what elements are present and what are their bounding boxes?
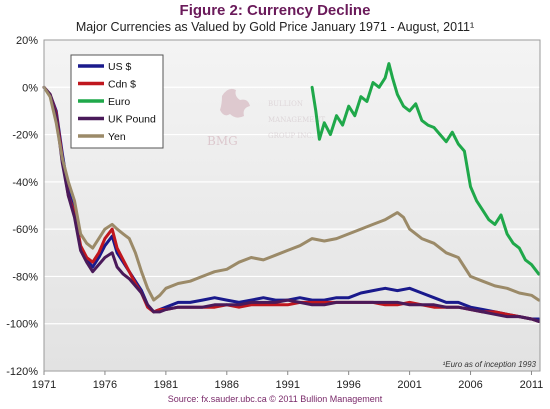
watermark-name-2: MANAGEMENT: [268, 116, 326, 124]
legend: US $ Cdn $ Euro UK Pound Yen: [70, 54, 164, 149]
watermark-name-1: BULLION: [268, 100, 303, 108]
plot-border: [43, 39, 541, 372]
x-tick-label: 2006: [458, 379, 482, 391]
chart-source: Source: fx.sauder.ubc.ca © 2011 Bullion …: [167, 394, 383, 404]
series-lines: [42, 62, 541, 323]
y-tick-label: 20%: [16, 35, 38, 47]
x-tick-label: 1976: [93, 379, 117, 391]
chart-subtitle: Major Currencies as Valued by Gold Price…: [75, 20, 475, 34]
series-line-yen: [42, 85, 541, 302]
x-tick-label: 1991: [275, 379, 299, 391]
x-tick-label: 1986: [215, 379, 239, 391]
x-tick-label: 2011: [520, 379, 544, 391]
chart-title: Figure 2: Currency Decline: [179, 2, 371, 19]
series-line-uk-pound: [42, 85, 541, 323]
y-tick-label: -80%: [12, 271, 38, 283]
y-tick-label: -40%: [12, 177, 38, 189]
legend-label: UK Pound: [108, 114, 156, 126]
legend-label: Cdn $: [108, 79, 136, 91]
y-axis-ticks: 20% 0% -20% -40% -60% -80% -100% -120%: [6, 35, 38, 378]
legend-label: US $: [108, 61, 132, 73]
legend-label: Yen: [108, 131, 126, 143]
legend-box: [70, 54, 164, 149]
x-tick-label: 1996: [336, 379, 360, 391]
y-tick-label: -20%: [12, 130, 38, 142]
watermark-name-3: GROUP INC.: [268, 132, 314, 140]
x-axis-ticks: 1971 1976 1981 1986 1991 1996 2001 2006 2011: [32, 371, 544, 391]
x-tick-label: 1971: [32, 379, 56, 391]
series-line-euro: [310, 62, 541, 276]
x-tick-label: 2001: [397, 379, 421, 391]
series-line-us: [42, 85, 541, 321]
watermark-initials: BMG: [207, 134, 238, 148]
watermark: BMG BULLION MANAGEMENT GROUP INC.: [207, 88, 326, 148]
euro-footnote: ¹Euro as of inception 1993: [443, 360, 537, 369]
y-tick-label: -100%: [6, 319, 38, 331]
y-tick-label: -120%: [6, 366, 38, 378]
y-tick-label: -60%: [12, 224, 38, 236]
legend-label: Euro: [108, 96, 130, 108]
watermark-griffin-icon: [220, 88, 250, 118]
x-tick-label: 1981: [154, 379, 178, 391]
y-tick-label: 0%: [22, 82, 38, 94]
